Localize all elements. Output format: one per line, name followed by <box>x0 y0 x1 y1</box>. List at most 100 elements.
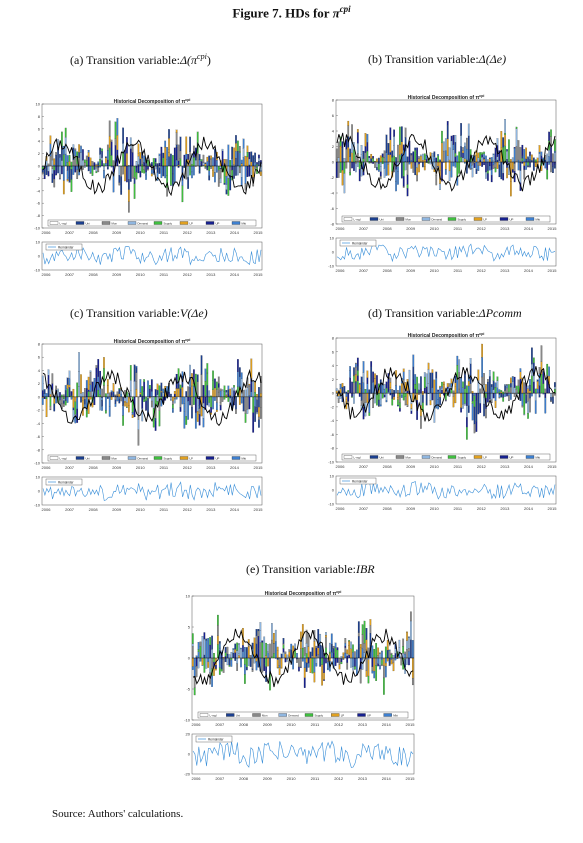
hd-bar-segment <box>193 157 195 167</box>
hd-bar-segment <box>135 381 138 390</box>
hd-bar-segment <box>235 396 237 410</box>
hd-bar-segment <box>217 614 219 626</box>
hd-bar-segment <box>368 402 371 413</box>
y-tick-label: -10 <box>184 718 191 723</box>
hd-bar-segment <box>404 393 407 397</box>
hd-bar-segment <box>508 139 510 163</box>
hd-bar-segment <box>139 158 142 167</box>
hd-bar-segment <box>444 138 447 151</box>
hd-bar-segment <box>189 387 191 396</box>
hd-bar-segment <box>325 635 327 638</box>
hd-bar-segment <box>411 657 414 679</box>
hd-bar-segment <box>263 636 266 659</box>
hd-bar-segment <box>43 168 46 176</box>
legend-label: LP <box>484 455 488 459</box>
hd-bar-segment <box>378 169 380 172</box>
y-tick-label: 8 <box>332 336 335 341</box>
legend-label: Uni <box>86 221 91 225</box>
hd-bar-segment <box>448 161 451 172</box>
hd-bar-segment <box>393 393 395 397</box>
hd-bar-segment <box>439 159 441 163</box>
hd-bar-segment <box>43 175 46 180</box>
remainder-x-year-label: 2006 <box>42 272 52 277</box>
hd-bar-segment <box>137 153 140 157</box>
hd-bar-segment <box>416 174 418 182</box>
hd-bar-segment <box>221 148 224 151</box>
hd-bar-segment <box>202 385 205 397</box>
hd-bar-segment <box>236 650 239 659</box>
legend-swatch <box>205 221 215 225</box>
remainder-y-tick-label: 0 <box>38 254 41 259</box>
hd-bar-segment <box>452 390 455 394</box>
hd-bar-segment <box>389 389 392 394</box>
hd-bar-segment <box>346 653 349 656</box>
hd-bar-segment <box>118 389 121 394</box>
hd-bar-segment <box>315 663 318 667</box>
hd-bar-segment <box>116 135 119 150</box>
hd-bar-segment <box>106 396 109 399</box>
hd-bar-segment <box>198 159 201 167</box>
legend-label: UP <box>510 455 514 459</box>
hd-bar-segment <box>410 153 413 155</box>
hd-bar-segment <box>479 393 482 404</box>
hd-bar-segment <box>219 402 222 406</box>
hd-bar-segment <box>212 157 214 166</box>
hd-bar-segment <box>500 395 503 398</box>
hd-bar-segment <box>344 647 347 654</box>
y-tick-label: 6 <box>332 349 335 354</box>
hd-bar-segment <box>458 162 461 174</box>
hd-bar-segment <box>267 652 269 659</box>
hd-bar-segment <box>112 391 115 397</box>
hd-bar-segment <box>303 657 306 668</box>
hd-bar-segment <box>187 386 189 397</box>
y-tick-label: -2 <box>36 408 40 413</box>
hd-bar-segment <box>381 664 383 667</box>
hd-bar-segment <box>137 156 140 165</box>
hd-bar-segment <box>466 137 468 150</box>
hd-bar-segment <box>198 414 201 426</box>
remainder-line <box>42 481 262 501</box>
hd-bar-segment <box>85 388 88 397</box>
hd-bar-segment <box>311 647 314 656</box>
hd-bar-segment <box>420 154 422 157</box>
hd-bar-segment <box>150 163 153 167</box>
hd-bar-segment <box>487 161 489 171</box>
hd-bar-segment <box>158 165 161 168</box>
hd-bar-segment <box>348 640 350 642</box>
hd-bar-segment <box>72 407 75 411</box>
hd-bar-segment <box>68 370 71 379</box>
hd-bar-segment <box>91 391 94 396</box>
hd-bar-segment <box>410 154 413 156</box>
hd-bar-segment <box>87 389 90 392</box>
remainder-legend-box <box>45 478 83 486</box>
hd-bar-segment <box>431 369 434 373</box>
hd-bar-segment <box>236 657 239 664</box>
hd-bar-segment <box>473 395 476 408</box>
hd-bar-segment <box>105 396 107 411</box>
hd-bar-segment <box>390 652 393 655</box>
hd-bar-segment <box>114 394 117 396</box>
hd-bar-segment <box>464 158 466 163</box>
hd-bar-segment <box>477 393 480 397</box>
hd-bar-segment <box>137 165 140 174</box>
hd-bar-segment <box>87 391 90 397</box>
hd-bar-segment <box>166 165 168 176</box>
hd-bar-segment <box>454 375 457 383</box>
hd-bar-segment <box>515 385 518 390</box>
hd-bar-segment <box>345 399 348 402</box>
hd-bar-segment <box>538 151 541 154</box>
hd-bar-segment <box>194 396 197 413</box>
y-tick-label: -8 <box>36 447 40 452</box>
x-year-label: 2007 <box>359 464 369 469</box>
legend-swatch <box>179 221 189 225</box>
hd-bar-segment <box>471 403 474 421</box>
hd-bar-segment <box>232 652 235 659</box>
x-year-label: 2010 <box>430 226 440 231</box>
hd-bar-segment <box>402 368 405 372</box>
hd-bar-segment <box>548 161 550 165</box>
hd-bar-segment <box>496 138 499 146</box>
legend-swatch <box>447 217 457 221</box>
hd-bar-segment <box>427 362 430 370</box>
hd-bar-segment <box>64 400 67 406</box>
hd-bar-segment <box>230 659 233 667</box>
